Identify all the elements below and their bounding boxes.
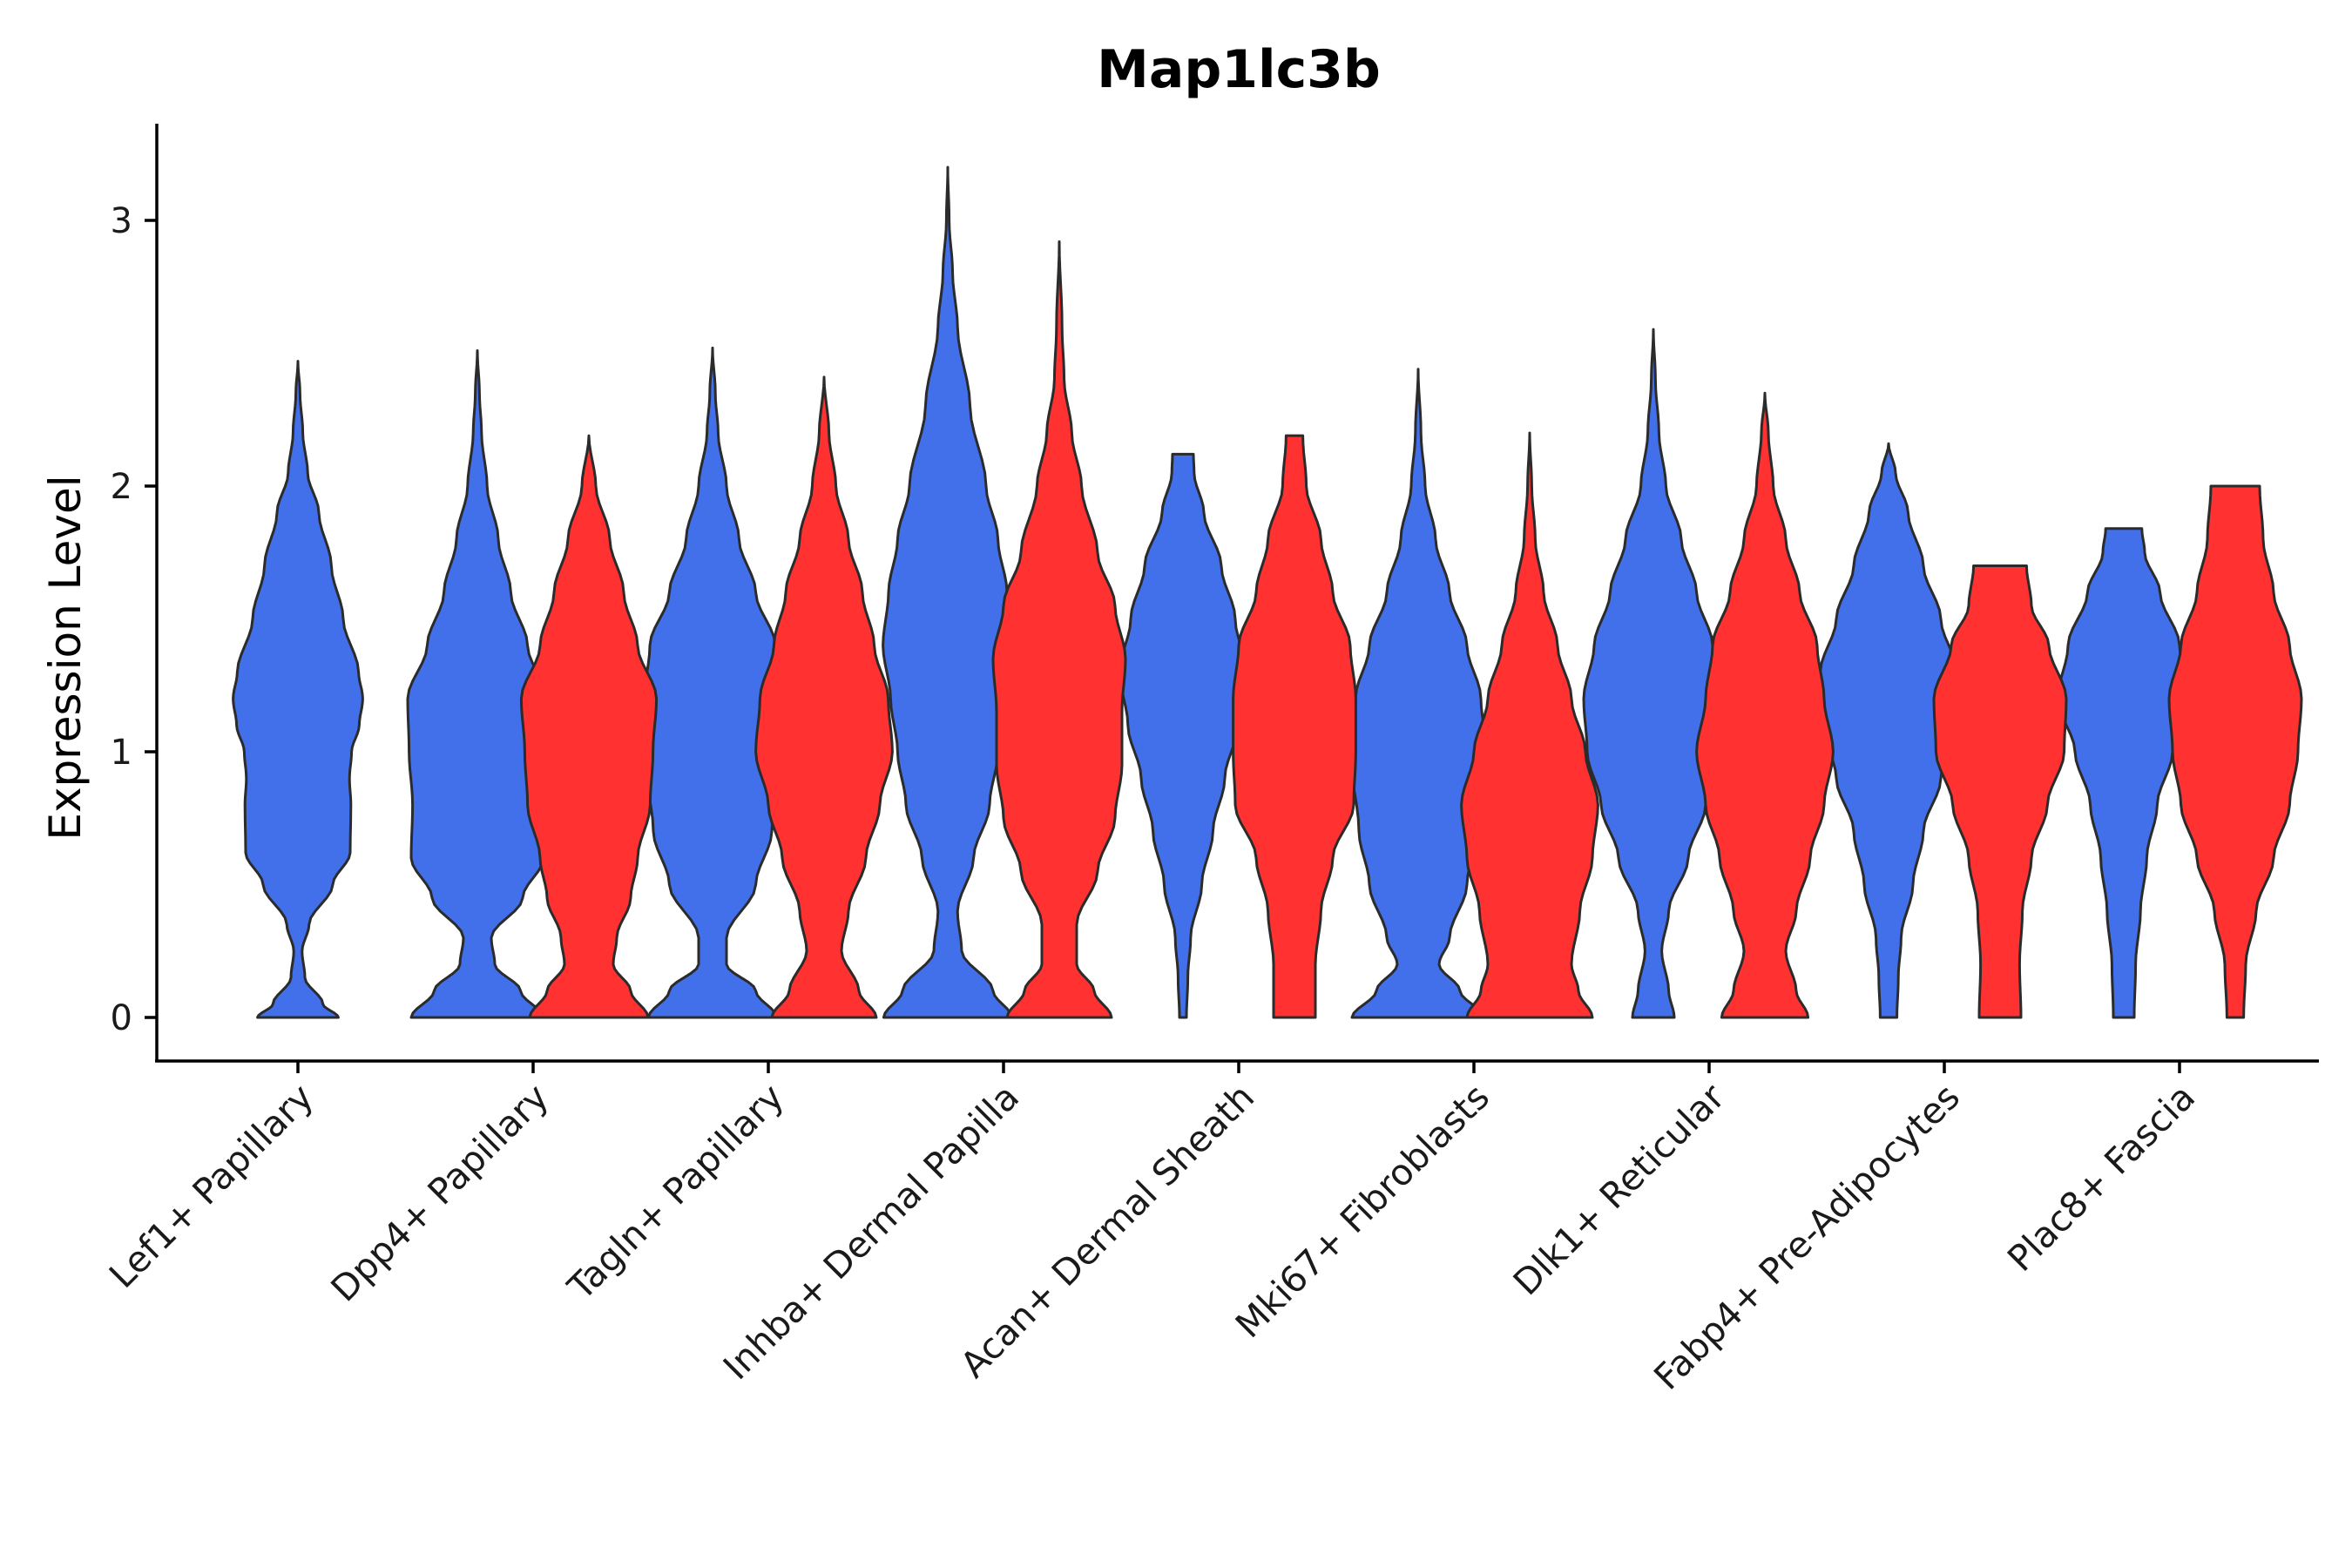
violin-layer <box>232 166 2303 1019</box>
violin-1-lef1-papillary <box>232 360 364 1019</box>
violin-1-mki67-fibroblasts <box>1348 368 1488 1019</box>
x-axis-ticks: Lef1+ Papillary Dpp4+ Papillary Tagln+ Pap… <box>101 1061 2203 1398</box>
violin-2-dpp4-papillary <box>519 434 659 1019</box>
violin-1-plac8-fascia <box>2056 527 2192 1019</box>
violin-1-dlk1-reticular <box>1582 328 1725 1019</box>
violin-2-plac8-fascia <box>2167 484 2303 1019</box>
violin-2-inhba-dermal-papilla <box>991 240 1127 1019</box>
violin-1-acan-dermal-sheath <box>1118 452 1248 1019</box>
x-tick-label-1: Dpp4+ Papillary <box>323 1076 557 1309</box>
violin-2-acan-dermal-sheath <box>1232 434 1357 1019</box>
violin-2-fabp4-pre-adipocytes <box>1932 564 2068 1019</box>
x-tick-label-5: Mki67+ Fibroblasts <box>1227 1076 1497 1346</box>
violin-1-tagln-papillary <box>641 346 784 1019</box>
y-tick-label-2: 2 <box>111 467 132 507</box>
violin-2-mki67-fibroblasts <box>1460 431 1599 1019</box>
x-tick-label-8: Plac8+ Fascia <box>1999 1076 2203 1280</box>
violin-1-inhba-dermal-papilla <box>882 166 1014 1019</box>
y-axis-ticks: 0 1 2 3 <box>111 201 157 1038</box>
y-axis-label: Expression Level <box>40 475 91 840</box>
x-tick-label-6: Dlk1+ Reticular <box>1505 1076 1733 1303</box>
x-tick-label-0: Lef1+ Papillary <box>101 1076 321 1296</box>
y-tick-label-3: 3 <box>111 201 132 241</box>
violin-1-fabp4-pre-adipocytes <box>1819 442 1958 1019</box>
violin-2-dlk1-reticular <box>1695 391 1835 1019</box>
y-tick-label-1: 1 <box>111 733 132 773</box>
y-tick-label-0: 0 <box>111 998 132 1038</box>
chart-title: Map1lc3b <box>1097 39 1381 100</box>
x-tick-label-2: Tagln+ Papillary <box>559 1076 792 1308</box>
violin-2-tagln-papillary <box>754 375 894 1019</box>
